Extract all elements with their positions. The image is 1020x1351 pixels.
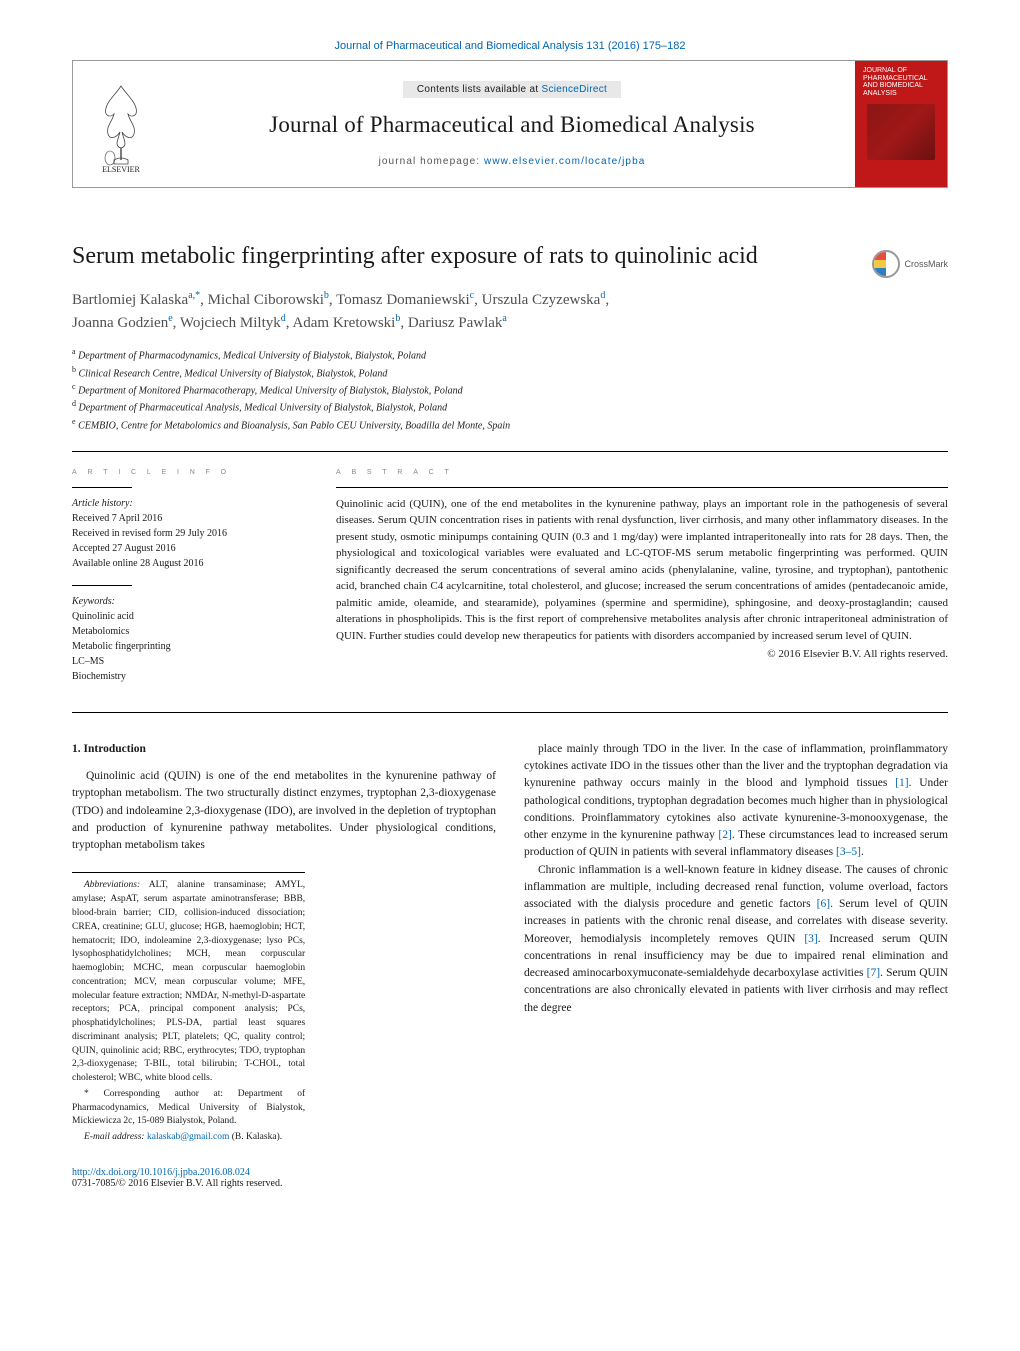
- intro-para-1: Quinolinic acid (QUIN) is one of the end…: [72, 768, 496, 854]
- cite-link-3[interactable]: [3]: [804, 933, 817, 945]
- abstract-rule: [336, 487, 948, 488]
- author-4-aff[interactable]: d: [600, 290, 605, 301]
- cite-link-3-5[interactable]: [3–5]: [836, 846, 861, 858]
- email-footnote: E-mail address: kalaskab@gmail.com (B. K…: [72, 1131, 305, 1145]
- info-subrule: [72, 487, 132, 488]
- article-info-panel: a r t i c l e i n f o Article history: R…: [72, 466, 304, 698]
- history-received: Received 7 April 2016: [72, 513, 162, 524]
- abstract-panel: a b s t r a c t Quinolinic acid (QUIN), …: [336, 466, 948, 698]
- cover-image-icon: [867, 104, 935, 160]
- journal-header: ELSEVIER Contents lists available at Sci…: [72, 60, 948, 188]
- page-footer: http://dx.doi.org/10.1016/j.jpba.2016.08…: [72, 1167, 948, 1189]
- issn-copyright: 0731-7085/© 2016 Elsevier B.V. All right…: [72, 1178, 282, 1189]
- article-title: Serum metabolic fingerprinting after exp…: [72, 242, 812, 271]
- history-revised: Received in revised form 29 July 2016: [72, 528, 227, 539]
- article-history-block: Article history: Received 7 April 2016 R…: [72, 496, 304, 571]
- sciencedirect-link[interactable]: ScienceDirect: [541, 84, 607, 95]
- affiliation-d: d Department of Pharmaceutical Analysis,…: [72, 398, 948, 415]
- top-citation[interactable]: Journal of Pharmaceutical and Biomedical…: [72, 40, 948, 52]
- info-subrule: [72, 585, 132, 586]
- affiliations-list: a Department of Pharmacodynamics, Medica…: [72, 346, 948, 433]
- abstract-text: Quinolinic acid (QUIN), one of the end m…: [336, 496, 948, 645]
- cite-link-1[interactable]: [1]: [895, 777, 908, 789]
- left-column: 1. Introduction Quinolinic acid (QUIN) i…: [72, 741, 496, 1147]
- affiliation-b: b Clinical Research Centre, Medical Univ…: [72, 364, 948, 381]
- homepage-prefix: journal homepage:: [379, 156, 484, 167]
- footnotes-block: Abbreviations: ALT, alanine transaminase…: [72, 872, 305, 1145]
- section-heading-introduction: 1. Introduction: [72, 741, 496, 758]
- keyword-1: Quinolinic acid: [72, 611, 134, 622]
- affiliation-c: c Department of Monitored Pharmacotherap…: [72, 381, 948, 398]
- crossmark-label: CrossMark: [904, 259, 948, 269]
- affiliation-a: a Department of Pharmacodynamics, Medica…: [72, 346, 948, 363]
- divider: [72, 712, 948, 713]
- homepage-link[interactable]: www.elsevier.com/locate/jpba: [484, 156, 645, 167]
- crossmark-badge[interactable]: CrossMark: [872, 250, 948, 278]
- keyword-5: Biochemistry: [72, 671, 126, 682]
- author-5[interactable]: Joanna Godzien: [72, 315, 168, 331]
- abstract-heading: a b s t r a c t: [336, 466, 948, 477]
- cite-link-7[interactable]: [7]: [867, 967, 880, 979]
- contents-lists-line: Contents lists available at ScienceDirec…: [403, 81, 621, 98]
- author-6[interactable]: , Wojciech Miltyk: [173, 315, 281, 331]
- history-label: Article history:: [72, 498, 133, 509]
- author-2[interactable]: , Michal Ciborowski: [200, 292, 324, 308]
- author-4[interactable]: , Urszula Czyzewska: [474, 292, 600, 308]
- info-abstract-row: a r t i c l e i n f o Article history: R…: [72, 466, 948, 698]
- keyword-3: Metabolic fingerprinting: [72, 641, 171, 652]
- article-info-heading: a r t i c l e i n f o: [72, 466, 304, 477]
- elsevier-logo[interactable]: ELSEVIER: [73, 61, 169, 187]
- crossmark-icon: [872, 250, 900, 278]
- author-8-aff[interactable]: a: [502, 313, 506, 324]
- cite-link-6[interactable]: [6]: [817, 898, 830, 910]
- keywords-label: Keywords:: [72, 596, 115, 607]
- author-1[interactable]: Bartlomiej Kalaska: [72, 292, 188, 308]
- abbreviations-footnote: Abbreviations: ALT, alanine transaminase…: [72, 879, 305, 1085]
- author-8[interactable]: , Dariusz Pawlak: [400, 315, 502, 331]
- keyword-2: Metabolomics: [72, 626, 129, 637]
- elsevier-tree-icon: ELSEVIER: [86, 74, 156, 174]
- author-7[interactable]: , Adam Kretowski: [286, 315, 396, 331]
- journal-homepage-line: journal homepage: www.elsevier.com/locat…: [379, 156, 646, 167]
- corresponding-email-link[interactable]: kalaskab@gmail.com: [147, 1132, 229, 1142]
- abstract-copyright: © 2016 Elsevier B.V. All rights reserved…: [336, 648, 948, 660]
- affiliation-e: e CEMBIO, Centre for Metabolomics and Bi…: [72, 416, 948, 433]
- right-column: place mainly through TDO in the liver. I…: [524, 741, 948, 1147]
- contents-prefix: Contents lists available at: [417, 84, 542, 95]
- intro-para-2: place mainly through TDO in the liver. I…: [524, 741, 948, 862]
- history-online: Available online 28 August 2016: [72, 558, 203, 569]
- corresponding-author-footnote: * Corresponding author at: Department of…: [72, 1088, 305, 1129]
- body-columns: 1. Introduction Quinolinic acid (QUIN) i…: [72, 741, 948, 1147]
- keywords-block: Keywords: Quinolinic acid Metabolomics M…: [72, 594, 304, 684]
- authors-list: Bartlomiej Kalaskaa,*, Michal Ciborowski…: [72, 289, 948, 335]
- doi-link[interactable]: http://dx.doi.org/10.1016/j.jpba.2016.08…: [72, 1167, 250, 1178]
- author-3[interactable]: , Tomasz Domaniewski: [329, 292, 470, 308]
- cover-journal-text: JOURNAL OF PHARMACEUTICAL AND BIOMEDICAL…: [859, 67, 943, 98]
- svg-text:ELSEVIER: ELSEVIER: [102, 165, 140, 174]
- cite-link-2[interactable]: [2]: [718, 829, 731, 841]
- history-accepted: Accepted 27 August 2016: [72, 543, 176, 554]
- divider: [72, 451, 948, 452]
- header-center: Contents lists available at ScienceDirec…: [169, 61, 855, 187]
- author-1-aff[interactable]: a,*: [188, 290, 200, 301]
- journal-title: Journal of Pharmaceutical and Biomedical…: [269, 112, 755, 138]
- keyword-4: LC–MS: [72, 656, 104, 667]
- intro-para-3: Chronic inflammation is a well-known fea…: [524, 862, 948, 1017]
- journal-cover-thumbnail[interactable]: JOURNAL OF PHARMACEUTICAL AND BIOMEDICAL…: [855, 61, 947, 187]
